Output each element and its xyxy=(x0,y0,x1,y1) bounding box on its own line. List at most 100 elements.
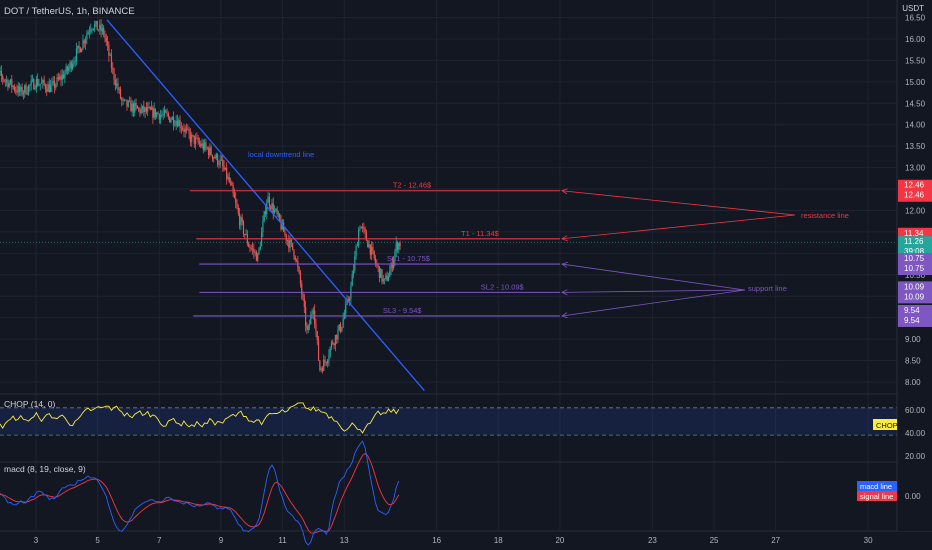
candle-body xyxy=(339,324,342,332)
candle-body xyxy=(248,243,250,247)
badge-t2-text: 12.46 xyxy=(904,181,925,190)
badge-sl2 xyxy=(898,281,932,304)
candle-body xyxy=(251,248,254,250)
price-tick: 9.00 xyxy=(905,335,921,344)
candle-body xyxy=(170,119,172,123)
arrow-head xyxy=(561,261,568,268)
candle-body xyxy=(25,85,27,94)
candle-body xyxy=(369,244,371,255)
candle-body xyxy=(399,243,401,246)
candle-body xyxy=(390,263,392,272)
price-tick: 12.00 xyxy=(905,206,926,215)
candle-body xyxy=(398,243,400,250)
candle-body xyxy=(289,239,291,248)
candle-body xyxy=(5,80,8,81)
candle-body xyxy=(307,325,309,330)
candle-body xyxy=(150,107,153,110)
candle-body xyxy=(30,80,32,85)
time-tick: 13 xyxy=(340,536,349,545)
candle-body xyxy=(262,221,264,233)
candle-body xyxy=(356,245,358,247)
candle-body xyxy=(0,71,3,77)
candle-body xyxy=(8,82,10,88)
arrow-line xyxy=(561,289,746,317)
symbol-title[interactable]: DOT / TetherUS, 1h, BINANCE xyxy=(4,6,135,17)
badge-sl3-text: 9.54 xyxy=(904,306,920,315)
candle-body xyxy=(358,230,360,246)
candle-body xyxy=(110,54,113,69)
chop-badge-text: CHOP xyxy=(876,421,898,430)
candle-body xyxy=(382,278,384,282)
candle-body xyxy=(83,40,85,44)
candle-body xyxy=(143,105,145,113)
candle-body xyxy=(92,28,94,30)
candle-body xyxy=(220,159,223,161)
candle-body xyxy=(183,129,185,132)
candle-body xyxy=(361,226,364,228)
candle-body xyxy=(108,44,110,56)
candle-body xyxy=(337,329,339,340)
candle-body xyxy=(359,228,361,231)
candle-body xyxy=(188,128,190,134)
candle-body xyxy=(258,248,260,254)
candle-body xyxy=(245,234,247,235)
candle-body xyxy=(224,167,226,170)
chop-badge xyxy=(873,419,897,430)
candle-body xyxy=(255,251,258,261)
candle-body xyxy=(329,347,331,356)
candle-body xyxy=(336,335,338,340)
time-axis[interactable]: 3 5 7 9 11 13 16 18 20 23 25 27 30 xyxy=(34,536,873,545)
time-tick: 16 xyxy=(432,536,441,545)
candle-body xyxy=(35,79,37,89)
candle-body xyxy=(315,324,317,332)
candle-body xyxy=(134,102,136,113)
time-tick: 30 xyxy=(864,536,873,545)
candle-body xyxy=(118,88,120,90)
candle-body xyxy=(204,142,206,150)
candle-body xyxy=(138,108,140,110)
candle-body xyxy=(101,27,103,32)
candle-body xyxy=(171,116,173,120)
price-tick: 16.50 xyxy=(905,14,926,23)
candle-body xyxy=(22,92,25,95)
candle-body xyxy=(323,359,325,371)
candle-body xyxy=(158,113,160,120)
chop-indicator xyxy=(0,402,897,436)
candle-body xyxy=(13,86,15,90)
candle-body xyxy=(62,74,65,79)
candle-body xyxy=(136,105,138,109)
macd-label[interactable]: macd (8, 19, close, 9) xyxy=(4,464,86,474)
level-label: SL1 - 10.75$ xyxy=(387,254,431,263)
candle-body xyxy=(280,220,282,230)
candle-body xyxy=(78,45,80,48)
currency-label[interactable]: USDT xyxy=(902,4,924,13)
candle-body xyxy=(165,110,167,113)
candle-body xyxy=(285,233,287,241)
chop-band xyxy=(0,407,897,436)
candle-body xyxy=(242,221,245,234)
candle-body xyxy=(368,244,370,248)
arrow-line xyxy=(561,289,746,293)
candle-body xyxy=(94,24,96,30)
time-tick: 5 xyxy=(95,536,100,545)
arrow-head xyxy=(561,235,568,242)
candle-body xyxy=(100,24,102,32)
local-downtrend-line[interactable] xyxy=(106,19,425,391)
resistance-annotation: resistance line xyxy=(801,211,849,220)
candle-body xyxy=(59,76,61,80)
candle-body xyxy=(16,90,18,93)
candle-body xyxy=(385,275,387,279)
chart-grid xyxy=(0,0,932,532)
candle-body xyxy=(84,39,87,44)
time-tick: 3 xyxy=(34,536,39,545)
candle-body xyxy=(161,114,163,116)
chop-label[interactable]: CHOP (14, 0) xyxy=(4,399,56,409)
candle-body xyxy=(123,99,125,101)
candle-body xyxy=(270,206,272,210)
candle-body xyxy=(82,40,84,49)
candle-body xyxy=(308,324,311,326)
candle-body xyxy=(286,240,289,242)
candle-body xyxy=(321,368,324,371)
candle-body xyxy=(44,84,47,90)
